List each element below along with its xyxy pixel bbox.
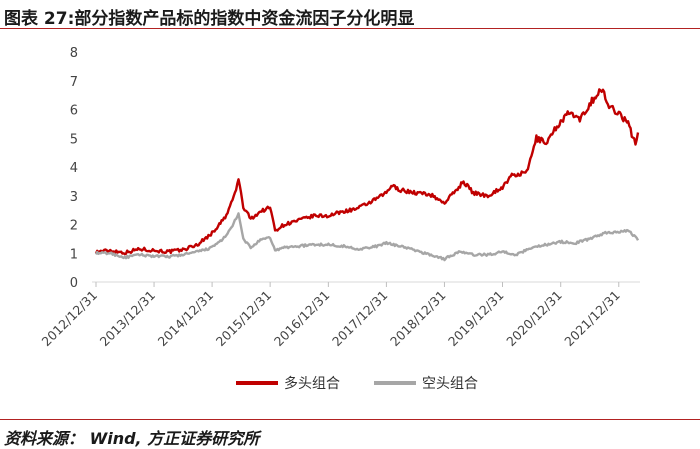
x-axis-ticks: 2012/12/312013/12/312014/12/312015/12/31…	[39, 282, 623, 349]
x-tick-label: 2018/12/31	[387, 288, 449, 350]
series-line-short	[94, 212, 640, 262]
y-tick-label: 2	[70, 219, 78, 234]
x-tick-label: 2013/12/31	[97, 288, 159, 350]
legend-label: 空头组合	[422, 376, 478, 392]
legend: 多头组合 空头组合	[236, 375, 478, 392]
y-tick-label: 0	[70, 276, 78, 291]
bottom-rule	[0, 419, 700, 420]
y-tick-label: 3	[70, 190, 78, 205]
y-tick-label: 6	[70, 104, 78, 119]
x-tick-label: 2015/12/31	[213, 288, 275, 350]
source-note: 资料来源： Wind, 方正证券研究所	[4, 429, 260, 448]
chart-title: 图表 27:部分指数产品标的指数中资金流因子分化明显	[4, 9, 415, 29]
x-tick-label: 2019/12/31	[445, 288, 507, 350]
x-tick-label: 2020/12/31	[503, 288, 565, 350]
legend-label: 多头组合	[284, 375, 340, 392]
x-tick-label: 2021/12/31	[561, 288, 623, 350]
series-lines	[94, 88, 640, 262]
y-tick-label: 4	[70, 161, 78, 176]
x-tick-label: 2012/12/31	[39, 288, 101, 350]
x-tick-label: 2017/12/31	[329, 288, 391, 350]
line-chart: 0 1 2 3 4 5 6 7 8 2012/12/312013/12/312014/12/31…	[39, 46, 640, 392]
y-tick-label: 5	[70, 132, 78, 147]
y-tick-label: 1	[70, 247, 78, 262]
series-line-long	[94, 88, 640, 256]
y-tick-label: 7	[70, 75, 78, 90]
top-rule	[0, 28, 700, 29]
y-tick-label: 8	[70, 46, 78, 61]
x-tick-label: 2016/12/31	[271, 288, 333, 350]
y-axis-ticks: 0 1 2 3 4 5 6 7 8	[70, 46, 78, 291]
x-tick-label: 2014/12/31	[155, 288, 217, 350]
